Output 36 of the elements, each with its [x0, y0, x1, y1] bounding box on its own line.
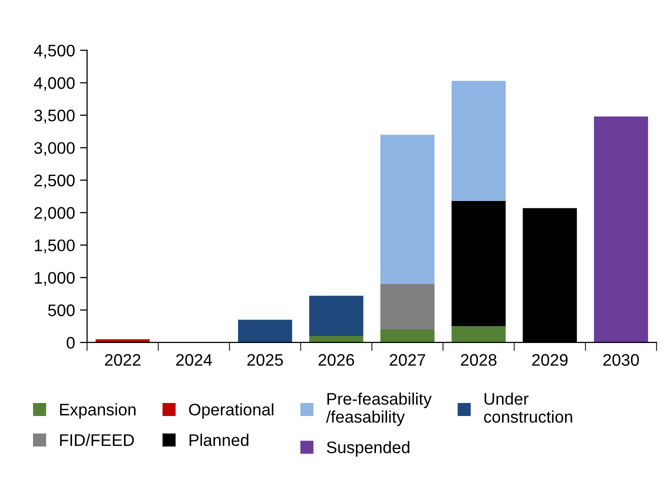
- legend-label: Suspended: [326, 441, 410, 457]
- bar: [380, 330, 434, 342]
- legend-label: Expansion: [60, 403, 136, 419]
- bar: [594, 116, 648, 342]
- x-tick-label: 2026: [318, 354, 354, 366]
- x-tick-label: 2025: [247, 354, 283, 366]
- x-tick-label: 2024: [176, 354, 212, 366]
- x-tick-label: 2029: [532, 354, 568, 366]
- y-tick-label: 2,000: [34, 207, 75, 221]
- x-tick-label: 2022: [104, 354, 140, 366]
- bar: [452, 326, 506, 342]
- bar: [238, 320, 292, 342]
- y-tick-label: 3,500: [34, 110, 75, 124]
- bar: [380, 284, 434, 330]
- bar: [452, 200, 506, 326]
- legend-label: Operational: [189, 403, 274, 419]
- legend-label: Under construction: [484, 392, 572, 423]
- legend-label: FID/FEED: [60, 434, 134, 446]
- legend-label: Planned: [190, 434, 248, 446]
- y-tick-label: 4,500: [34, 44, 75, 58]
- y-tick-label: 4,000: [34, 77, 75, 91]
- y-tick-label: 0: [66, 336, 75, 349]
- x-tick-label: 2028: [460, 354, 496, 366]
- y-tick-label: 1,000: [34, 272, 75, 286]
- bar: [380, 134, 434, 284]
- y-tick-label: 500: [48, 304, 75, 316]
- bar: [309, 296, 364, 336]
- bar: [309, 336, 364, 342]
- bar: [96, 339, 150, 342]
- x-tick-label: 2030: [603, 354, 639, 366]
- x-tick-label: 2027: [390, 354, 426, 366]
- bar: [452, 80, 506, 201]
- y-tick-label: 3,000: [34, 142, 75, 156]
- legend-label: Pre-feasability /feasability: [326, 392, 432, 426]
- y-tick-label: 2,500: [34, 174, 75, 188]
- y-tick-label: 1,500: [34, 239, 75, 254]
